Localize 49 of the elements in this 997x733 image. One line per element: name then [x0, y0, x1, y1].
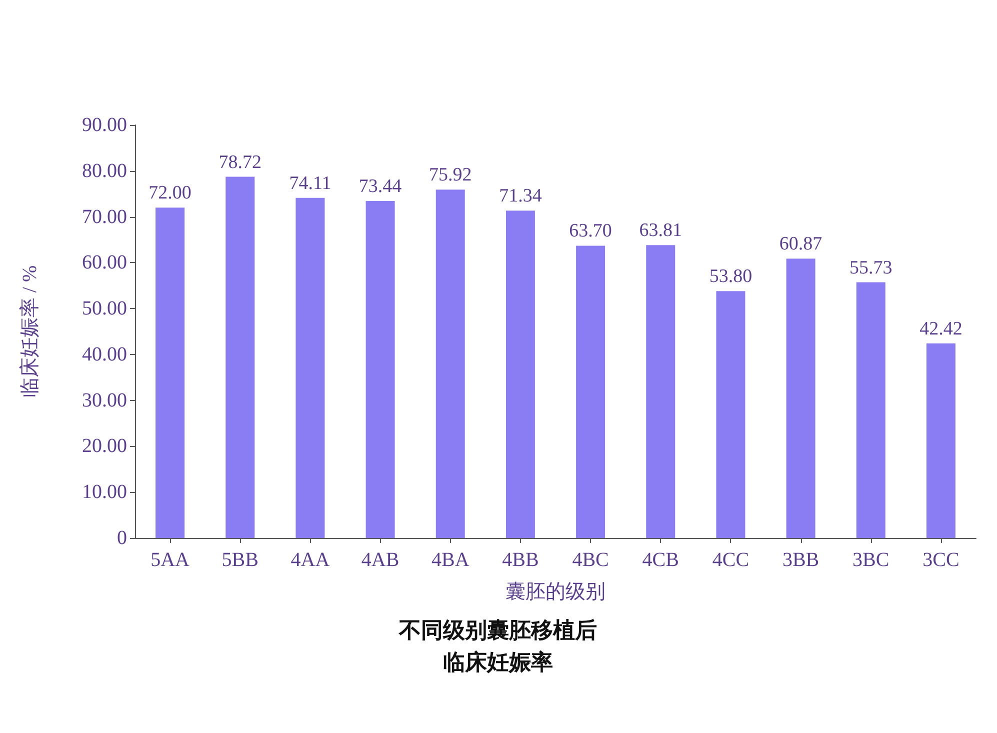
- x-axis-title: 囊胚的级别: [506, 581, 606, 603]
- x-tick-label: 4CC: [712, 549, 750, 571]
- y-tick-label: 90.00: [82, 114, 127, 136]
- bar: [296, 198, 325, 538]
- y-tick-label: 80.00: [82, 160, 127, 182]
- bar: [786, 258, 816, 538]
- y-tick-label: 40.00: [82, 343, 127, 366]
- data-label: 55.73: [850, 257, 892, 278]
- x-tick-label: 3BB: [782, 549, 820, 571]
- bar: [856, 282, 886, 538]
- y-tick-label: 60.00: [82, 252, 127, 274]
- data-label: 53.80: [709, 266, 752, 288]
- y-tick-label: 50.00: [82, 298, 127, 320]
- bar: [156, 208, 185, 538]
- y-tick-label: 10.00: [82, 481, 127, 504]
- bar: [926, 343, 956, 538]
- data-label: 78.72: [218, 152, 262, 173]
- y-tick-label: 20.00: [82, 435, 127, 458]
- data-label: 63.70: [569, 220, 612, 242]
- data-label: 75.92: [429, 164, 472, 186]
- bar: [366, 200, 395, 538]
- x-tick-label: 4BC: [572, 549, 609, 571]
- x-tick-label: 5BB: [222, 549, 258, 571]
- y-tick-label: 0: [117, 527, 127, 549]
- y-tick-label: 30.00: [82, 389, 127, 412]
- data-label: 71.34: [499, 186, 542, 207]
- text: 不同级别囊胚移植后临床妊娠率: [398, 618, 597, 676]
- data-label: 60.87: [779, 234, 822, 255]
- data-label: 73.44: [358, 176, 402, 197]
- y-axis-title: 临床妊娠率 / %: [19, 265, 41, 398]
- y-tick-label: 70.00: [82, 206, 127, 228]
- x-tick-label: 3BC: [852, 549, 890, 571]
- x-tick-label: 4AB: [361, 549, 400, 571]
- data-label: 72.00: [148, 182, 192, 204]
- x-tick-label: 4BB: [502, 549, 539, 571]
- data-label: 42.42: [920, 318, 962, 340]
- bar: [576, 246, 606, 538]
- bar: [226, 176, 255, 538]
- bar: [716, 291, 746, 538]
- x-tick-label: 4AA: [290, 549, 330, 571]
- bar: [646, 245, 676, 538]
- x-tick-label: 3CC: [922, 549, 960, 571]
- bar: [436, 190, 465, 538]
- x-tick-label: 5AA: [150, 549, 190, 571]
- x-tick-label: 4CB: [642, 549, 679, 571]
- data-label: 63.81: [639, 220, 682, 242]
- bar: [506, 210, 535, 538]
- data-label: 74.11: [289, 172, 332, 194]
- x-tick-label: 4BA: [431, 549, 470, 571]
